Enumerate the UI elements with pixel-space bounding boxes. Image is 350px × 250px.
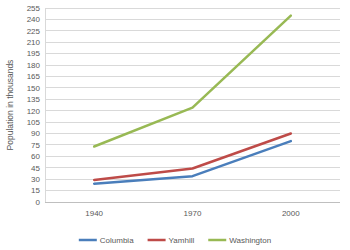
grid-line [45, 30, 340, 31]
x-tick-label: 1970 [184, 209, 202, 218]
y-axis-title: Population in thousands [5, 60, 15, 151]
grid-line [45, 190, 340, 191]
y-tick-label: 120 [27, 107, 41, 116]
y-tick-label: 255 [27, 4, 41, 13]
y-tick-label: 150 [27, 84, 41, 93]
legend-label: Yamhill [169, 236, 195, 245]
x-tick-label: 2000 [282, 209, 300, 218]
grid-line [45, 42, 340, 43]
legend-swatch [148, 239, 166, 242]
grid-line [45, 65, 340, 66]
y-tick-label: 165 [27, 72, 41, 81]
grid-line [45, 110, 340, 111]
grid-line [45, 122, 340, 123]
y-tick-label: 135 [27, 95, 41, 104]
grid-line [45, 202, 340, 203]
series-line [94, 16, 291, 147]
y-tick-label: 0 [36, 198, 41, 207]
y-tick-label: 195 [27, 49, 41, 58]
y-tick-label: 240 [27, 15, 41, 24]
y-tick-label: 75 [31, 141, 40, 150]
x-tick-label: 1940 [85, 209, 103, 218]
grid-line [45, 53, 340, 54]
y-tick-label: 210 [27, 38, 41, 47]
grid-line [45, 19, 340, 20]
legend-swatch [208, 239, 226, 242]
series-line [94, 134, 291, 180]
y-tick-label: 90 [31, 129, 40, 138]
plot-area [94, 16, 291, 184]
grid-line [45, 144, 340, 145]
legend-swatch [79, 239, 97, 242]
grid-line [45, 99, 340, 100]
grid-line [45, 87, 340, 88]
y-tick-label: 105 [27, 118, 41, 127]
grid-line [45, 133, 340, 134]
y-tick-label: 15 [31, 186, 40, 195]
legend-label: Columbia [100, 236, 134, 245]
grid-line [45, 76, 340, 77]
legend: Columbia Yamhill Washington [79, 236, 271, 245]
legend-label: Washington [229, 236, 271, 245]
chart-container: 0 15 30 45 60 75 90 105 120 135 150 165 180 195 210 225… [0, 0, 350, 250]
y-tick-label: 60 [31, 152, 40, 161]
y-axis-line [45, 8, 46, 202]
grid-line [45, 179, 340, 180]
y-tick-label: 225 [27, 27, 41, 36]
y-tick-label: 45 [31, 164, 40, 173]
grid-line [45, 8, 340, 9]
grid-line [45, 156, 340, 157]
y-tick-label: 30 [31, 175, 40, 184]
chart: 0 15 30 45 60 75 90 105 120 135 150 165 180 195 210 225… [0, 0, 350, 250]
y-tick-label: 180 [27, 61, 41, 70]
